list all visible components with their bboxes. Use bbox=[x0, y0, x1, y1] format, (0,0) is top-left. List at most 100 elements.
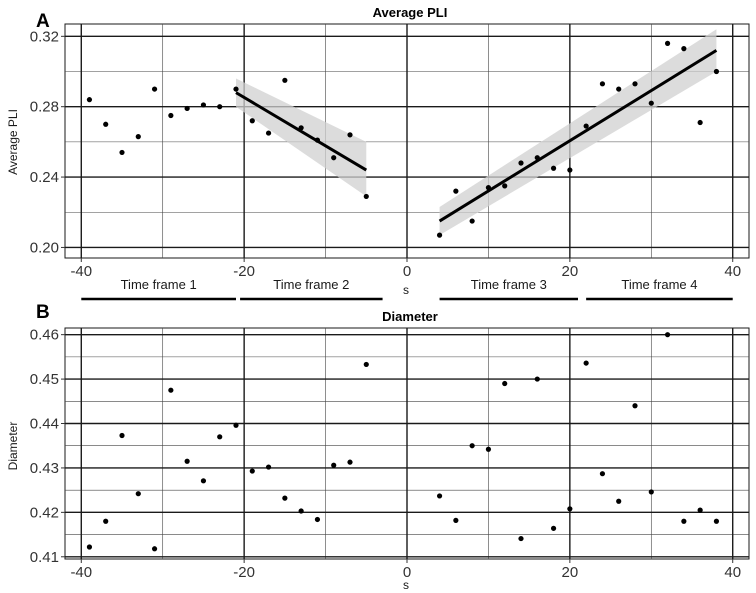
panel-a-data-point bbox=[331, 155, 337, 161]
panel-a-y-tick-label: 0.20 bbox=[30, 239, 59, 256]
panel-b-data-point bbox=[200, 478, 207, 484]
panel-a-y-tick-label: 0.28 bbox=[30, 99, 59, 116]
panel-b: B Diameter Diameter s -40 -20 0 20 40 0.41 0.4… bbox=[6, 302, 750, 592]
panel-b-data-point bbox=[697, 507, 703, 513]
panel-a-x-tick-label: 0 bbox=[403, 263, 411, 280]
panel-a-data-point bbox=[567, 167, 573, 173]
panel-b-y-tick-label: 0.44 bbox=[30, 416, 59, 433]
panel-b-data-point bbox=[298, 508, 304, 514]
panel-a-confidence-band-1 bbox=[236, 78, 367, 197]
panel-b-data-point bbox=[331, 462, 337, 468]
panel-a-fit-line-2 bbox=[438, 49, 718, 223]
panel-b-data-point bbox=[135, 491, 141, 497]
panel-a-data-point bbox=[151, 86, 158, 92]
panel-a-x-axis-title: s bbox=[403, 283, 409, 297]
panel-b-x-tick-label: 40 bbox=[724, 564, 741, 581]
panel-b-data-point bbox=[184, 458, 190, 464]
panel-b-data-point bbox=[347, 459, 353, 465]
panel-b-plot: -40 -20 0 20 40 0.41 0.42 0.43 0.44 0.45 0.46 bbox=[30, 327, 749, 581]
panel-b-y-tick-label: 0.43 bbox=[30, 460, 59, 477]
panel-a-data-point bbox=[119, 149, 125, 156]
panel-a-data-point bbox=[103, 121, 109, 127]
panel-a-y-tick-label: 0.24 bbox=[30, 169, 59, 186]
panel-b-data-point bbox=[282, 495, 288, 501]
panel-b-data-point bbox=[518, 535, 524, 542]
time-frame-4-label: Time frame 4 bbox=[621, 277, 697, 292]
panel-b-data-point bbox=[664, 332, 671, 338]
panel-b-data-point bbox=[119, 432, 125, 439]
panel-a-data-point bbox=[314, 137, 321, 143]
time-frames: Time frame 1 Time frame 2 Time frame 3 Time… bbox=[81, 277, 733, 301]
panel-a-x-tick-label: 20 bbox=[562, 263, 579, 280]
panel-a-data-point bbox=[599, 81, 606, 87]
panel-a-data-point bbox=[217, 104, 223, 110]
panel-b-data-point bbox=[616, 498, 622, 504]
panel-b-y-tick-label: 0.42 bbox=[30, 504, 59, 521]
panel-a-data-point bbox=[168, 112, 174, 119]
panel-a-data-point bbox=[347, 132, 353, 138]
panel-a-data-point bbox=[648, 100, 654, 106]
panel-a-data-point bbox=[681, 46, 687, 52]
panel-a-data-point bbox=[200, 102, 207, 108]
panel-a-data-point bbox=[616, 86, 622, 92]
panel-b-x-tick-label: -20 bbox=[233, 564, 255, 581]
panel-b-data-point bbox=[363, 361, 369, 368]
panel-a-fit-line-1 bbox=[235, 91, 368, 172]
panel-a-y-tick-label: 0.32 bbox=[30, 28, 59, 45]
panel-b-data-point bbox=[469, 443, 475, 449]
panel-a-data-point bbox=[534, 155, 540, 161]
panel-b-tag: B bbox=[36, 302, 50, 323]
panel-b-data-point bbox=[681, 518, 687, 524]
panel-b-data-point bbox=[249, 468, 255, 474]
panel-a-data-point bbox=[265, 130, 272, 136]
panel-a-data-point bbox=[135, 134, 141, 140]
panel-a-title: Average PLI bbox=[373, 5, 448, 20]
panel-b-y-tick-label: 0.46 bbox=[30, 327, 59, 344]
panel-a-data-point bbox=[502, 183, 508, 189]
panel-b-x-axis-title: s bbox=[403, 578, 409, 592]
panel-b-x-tick-label: -40 bbox=[70, 564, 92, 581]
panel-a-data-point bbox=[453, 188, 459, 194]
panel-a-data-point bbox=[363, 193, 369, 200]
panel-a-data-point bbox=[632, 81, 638, 87]
panel-b-data-point bbox=[168, 387, 174, 393]
panel-a-data-point bbox=[469, 218, 475, 224]
panel-b-data-point bbox=[583, 360, 589, 366]
panel-b-data-point bbox=[648, 489, 654, 495]
panel-a: A Average PLI Average PLI s -40 -20 0 20 40 0… bbox=[6, 5, 750, 297]
panel-a-data-point bbox=[583, 123, 589, 129]
panel-b-data-point bbox=[534, 376, 540, 382]
panel-a-data-point bbox=[86, 97, 93, 103]
panel-b-data-point bbox=[265, 464, 272, 470]
panel-a-data-point bbox=[664, 40, 671, 46]
panel-b-data-point bbox=[233, 422, 239, 428]
panel-a-x-tick-label: -40 bbox=[70, 263, 92, 280]
panel-a-x-tick-label: -20 bbox=[233, 263, 255, 280]
panel-b-data-point bbox=[713, 518, 720, 524]
panel-b-data-point bbox=[436, 493, 443, 499]
panel-b-data-point bbox=[314, 516, 321, 523]
panel-b-x-tick-label: 0 bbox=[403, 564, 411, 581]
panel-b-data-point bbox=[485, 446, 492, 452]
panel-a-data-point bbox=[550, 165, 557, 171]
panel-a-confidence-band-2 bbox=[439, 29, 717, 236]
panel-a-plot: -40 -20 0 20 40 0.20 0.24 0.28 0.32 bbox=[30, 24, 749, 280]
panel-a-data-point bbox=[697, 119, 703, 126]
panel-a-data-point bbox=[282, 77, 288, 83]
panel-b-data-point bbox=[453, 517, 459, 523]
panel-a-data-point bbox=[298, 125, 304, 131]
time-frame-2-label: Time frame 2 bbox=[273, 277, 349, 292]
panel-b-y-tick-label: 0.45 bbox=[30, 371, 59, 388]
panel-b-data-point bbox=[632, 403, 638, 409]
panel-b-data-point bbox=[599, 471, 606, 477]
panel-b-data-point bbox=[567, 506, 573, 512]
time-frame-3-label: Time frame 3 bbox=[471, 277, 547, 292]
panel-a-data-point bbox=[713, 68, 720, 75]
time-frame-1-label: Time frame 1 bbox=[121, 277, 197, 292]
panel-b-title: Diameter bbox=[382, 309, 438, 324]
panel-b-y-tick-label: 0.41 bbox=[30, 549, 59, 566]
panel-a-data-point bbox=[485, 185, 492, 191]
panel-b-data-point bbox=[103, 518, 109, 524]
panel-a-data-point bbox=[249, 118, 255, 124]
